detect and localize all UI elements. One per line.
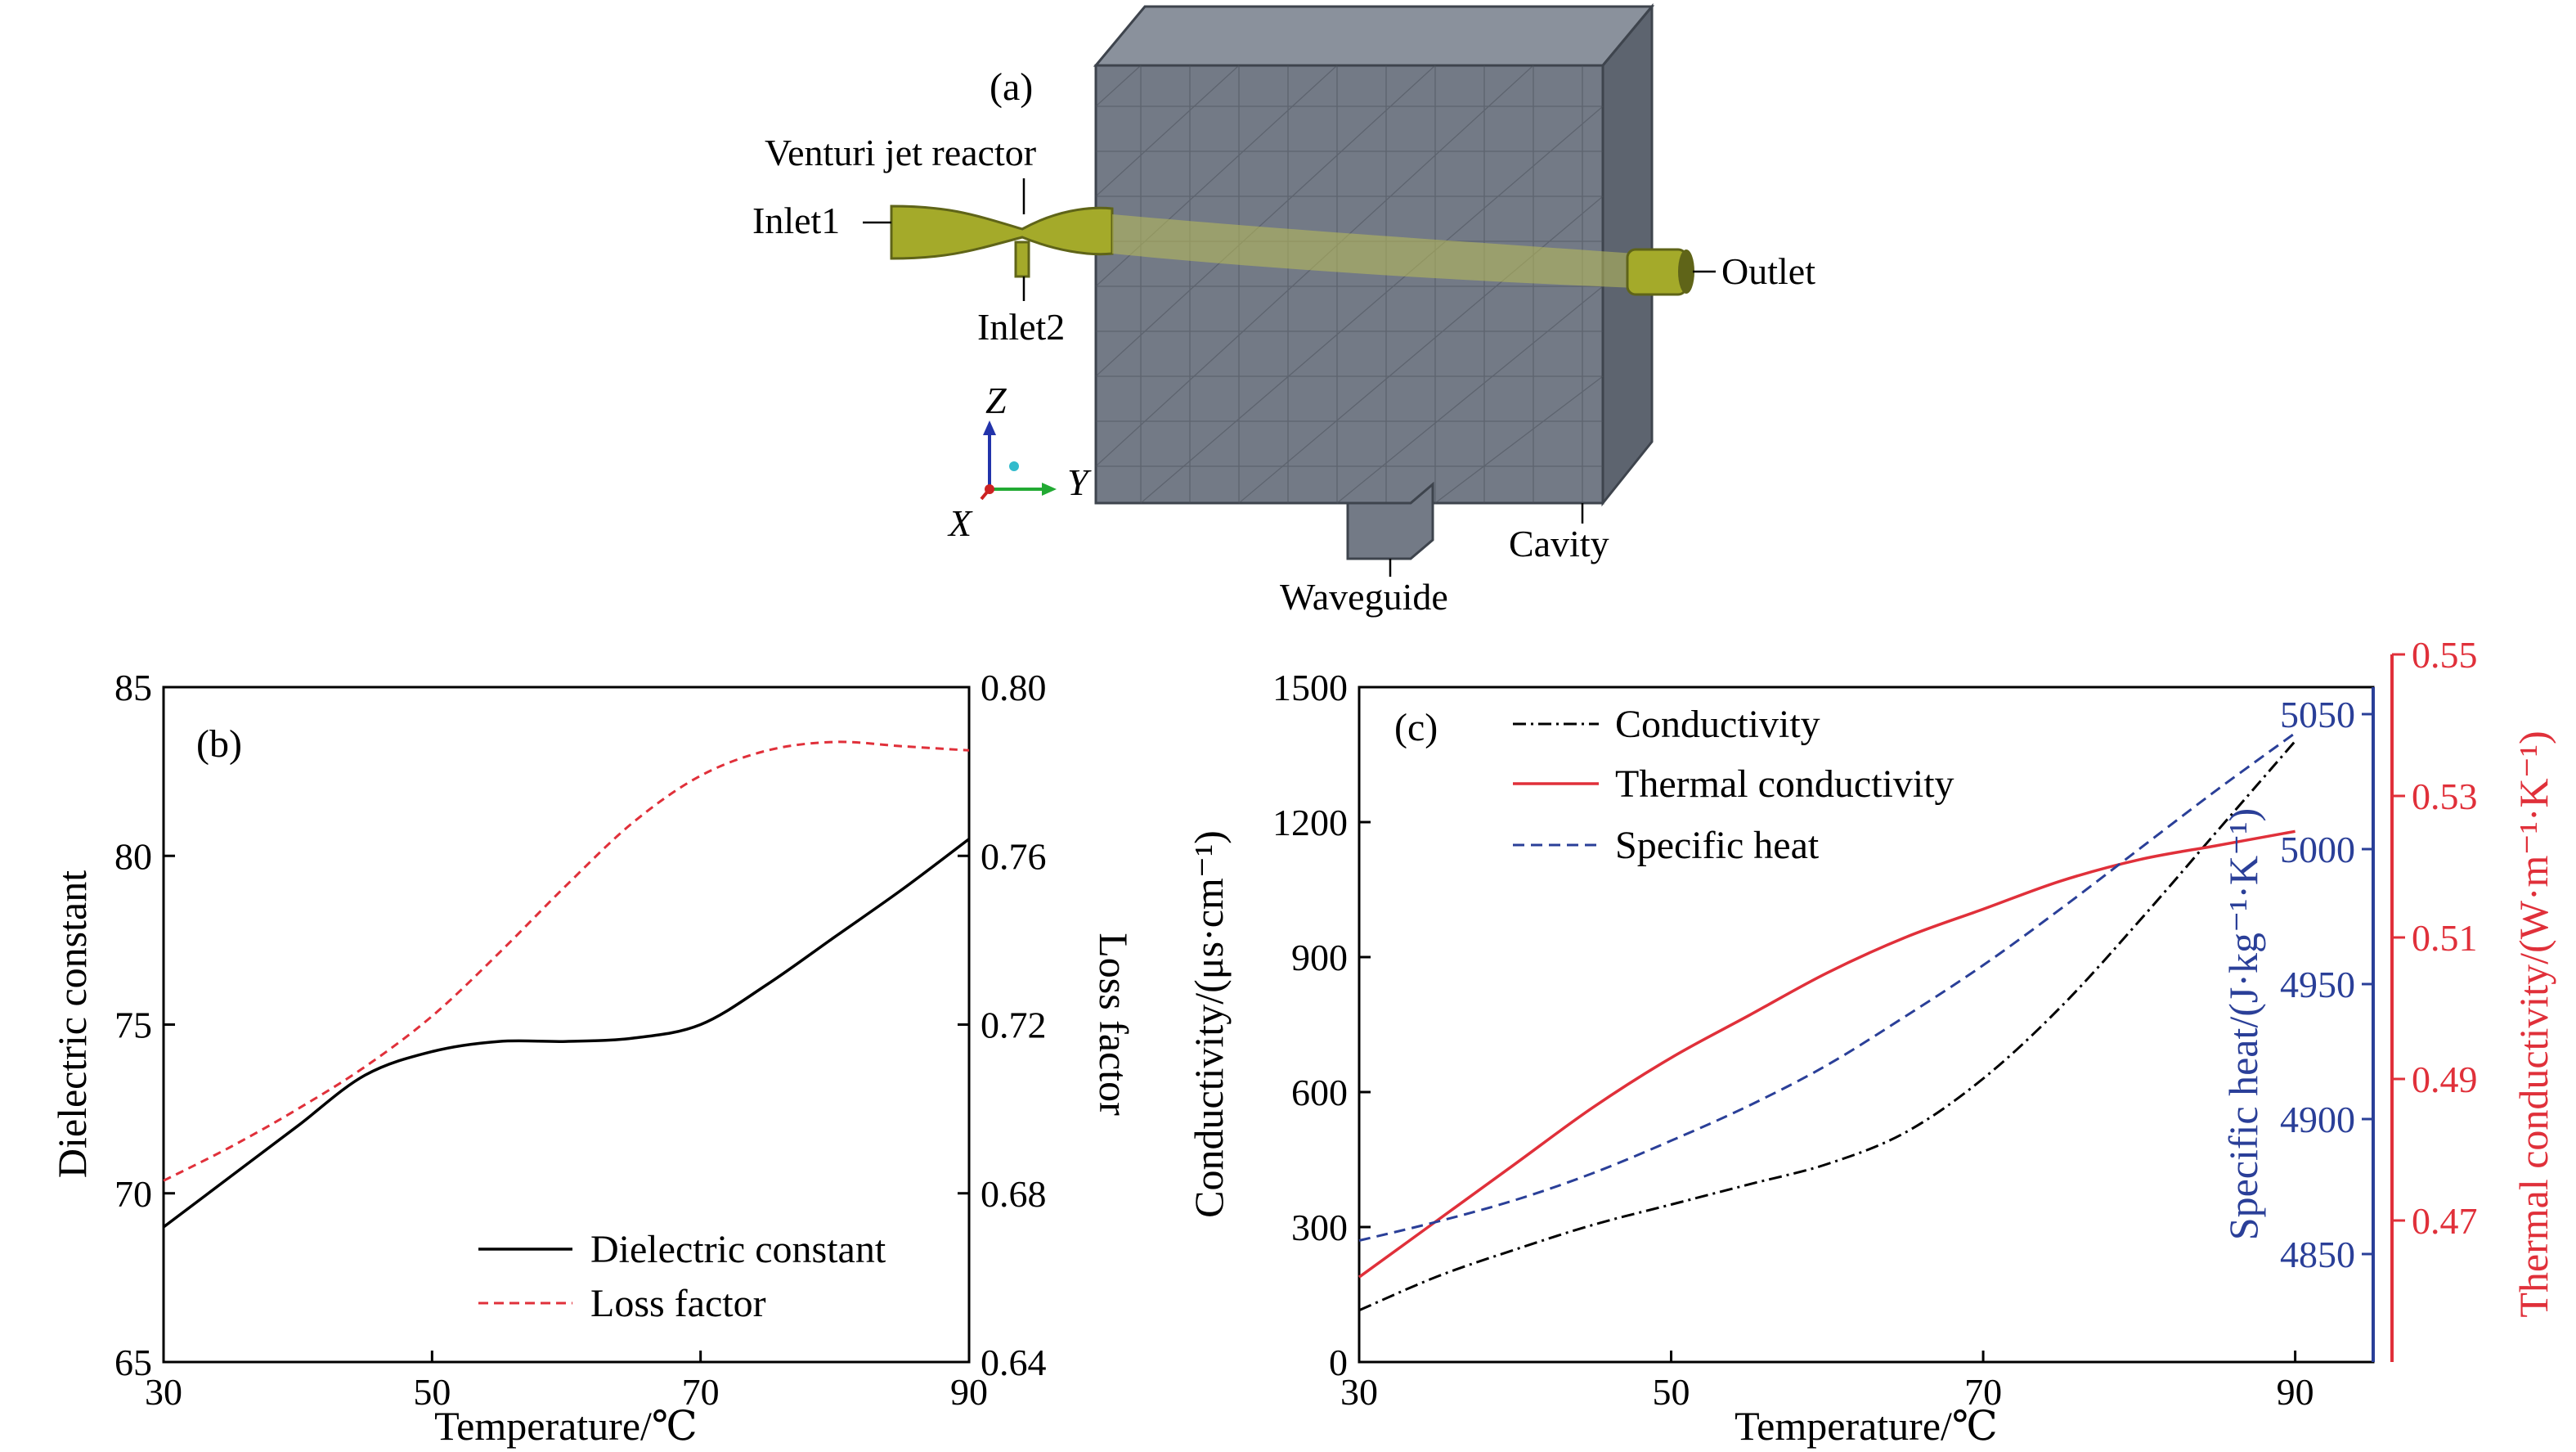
y-tick-label: 75 <box>114 1005 152 1046</box>
axis-x-label: X <box>947 502 973 544</box>
panel-a-label: (a) <box>990 65 1033 109</box>
panel-c-label: (c) <box>1394 706 1438 749</box>
y2-tick-label: 0.68 <box>981 1173 1047 1215</box>
axis-z-label: Z <box>985 380 1007 421</box>
y2-tick-label: 4850 <box>2280 1234 2355 1275</box>
panel-b-series <box>162 740 971 1229</box>
coordinate-axes-icon: Z Y X <box>947 380 1092 544</box>
panel-a-3d-model: (a) Venturi jet reactor Inlet1 Inlet <box>752 2 1815 618</box>
panel-c-y2label: Specific heat/(J·kg⁻¹·K⁻¹) <box>2220 808 2266 1240</box>
y-tick-label: 85 <box>114 667 152 708</box>
y3-tick-label: 0.49 <box>2412 1059 2478 1100</box>
panel-b-ylabel: Dielectric constant <box>49 870 95 1178</box>
y3-tick-label: 0.55 <box>2412 634 2478 676</box>
panel-b-chart: 30 50 70 90 65 70 75 80 85 0.64 0.68 0.72 0.76 0.80 (… <box>49 667 1137 1449</box>
cavity-label: Cavity <box>1509 523 1609 564</box>
x-tick-label: 50 <box>1653 1371 1690 1413</box>
panel-c-ylabel: Conductivity/(μs·cm⁻¹) <box>1186 830 1232 1218</box>
panel-b-y2label: Loss factor <box>1091 933 1137 1116</box>
y-tick-label: 300 <box>1291 1207 1348 1248</box>
panel-c-series <box>1358 731 2296 1312</box>
y-tick-label: 600 <box>1291 1072 1348 1113</box>
panel-c-xlabel: Temperature/℃ <box>1735 1403 1998 1449</box>
legend-label-loss: Loss factor <box>590 1282 766 1325</box>
venturi-label: Venturi jet reactor <box>765 132 1036 173</box>
venturi-tube <box>890 205 1114 260</box>
y2-tick-label: 0.64 <box>981 1342 1047 1383</box>
y-tick-label: 1200 <box>1272 802 1348 843</box>
y-tick-label: 900 <box>1291 937 1348 978</box>
y-tick-label: 1500 <box>1272 667 1348 708</box>
tube-through-cavity <box>1112 214 1636 288</box>
panel-c-y3label: Thermal conductivity/(W·m⁻¹·K⁻¹) <box>2511 730 2556 1317</box>
y2-tick-label: 5000 <box>2280 829 2355 870</box>
inlet1-label: Inlet1 <box>752 200 840 241</box>
series-line-specific-heat <box>1358 731 2296 1242</box>
legend-label-dielectric: Dielectric constant <box>590 1228 886 1271</box>
x-tick-label: 30 <box>145 1371 182 1413</box>
panel-c-ticks: 30 50 70 9003006009001200150048504900495050… <box>1272 634 2478 1413</box>
x-tick-label: 90 <box>2277 1371 2314 1413</box>
series-line-conductivity <box>1358 740 2296 1312</box>
x-tick-label: 90 <box>950 1371 988 1413</box>
outlet-pipe-end <box>1678 249 1694 294</box>
y3-tick-label: 0.53 <box>2412 775 2478 817</box>
legend-label-thermal: Thermal conductivity <box>1615 762 1954 806</box>
cavity-front-face <box>1094 64 1604 505</box>
x-tick-label: 50 <box>413 1371 451 1413</box>
waveguide-block <box>1346 481 1434 560</box>
legend-label-specific-heat: Specific heat <box>1615 824 1820 867</box>
legend-label-conductivity: Conductivity <box>1615 703 1820 746</box>
series-line-loss-factor <box>163 740 970 1182</box>
panel-b-ticks: 30 50 70 90 65 70 75 80 85 0.64 0.68 0.72 0.76 0.80 <box>114 667 1047 1413</box>
outlet-label: Outlet <box>1721 250 1815 292</box>
inlet2-label: Inlet2 <box>977 306 1065 348</box>
y-tick-label: 65 <box>114 1342 152 1383</box>
y2-tick-label: 0.76 <box>981 835 1047 877</box>
panel-b-legend: Dielectric constant Loss factor <box>478 1228 886 1325</box>
y3-tick-label: 0.47 <box>2412 1200 2478 1242</box>
panel-c-legend: Conductivity Thermal conductivity Specif… <box>1513 703 1954 867</box>
outlet-pipe <box>1626 248 1688 296</box>
cavity-top-face <box>1093 5 1655 67</box>
panel-c-chart: 30 50 70 9003006009001200150048504900495050… <box>1186 634 2556 1449</box>
y3-tick-label: 0.51 <box>2412 917 2478 959</box>
y2-tick-label: 4950 <box>2280 964 2355 1005</box>
annotation-leader-lines <box>863 178 1716 577</box>
panel-b-label: (b) <box>196 722 242 766</box>
y2-tick-label: 4900 <box>2280 1099 2355 1140</box>
series-line-dielectric-constant <box>162 838 971 1229</box>
waveguide-label: Waveguide <box>1280 576 1448 618</box>
y-tick-label: 80 <box>114 835 152 877</box>
y2-tick-label: 5050 <box>2280 694 2355 735</box>
y2-tick-label: 0.72 <box>981 1005 1047 1046</box>
y-tick-label: 0 <box>1329 1342 1348 1383</box>
x-tick-label: 70 <box>682 1371 720 1413</box>
series-line-thermal-conductivity <box>1358 829 2296 1279</box>
panel-b-xlabel: Temperature/℃ <box>434 1403 698 1449</box>
axis-y-label: Y <box>1067 461 1092 503</box>
x-tick-label: 70 <box>1964 1371 2002 1413</box>
inlet2-stub <box>1014 241 1030 278</box>
y-tick-label: 70 <box>114 1173 152 1215</box>
x-tick-label: 30 <box>1340 1371 1378 1413</box>
y2-tick-label: 0.80 <box>981 667 1047 708</box>
